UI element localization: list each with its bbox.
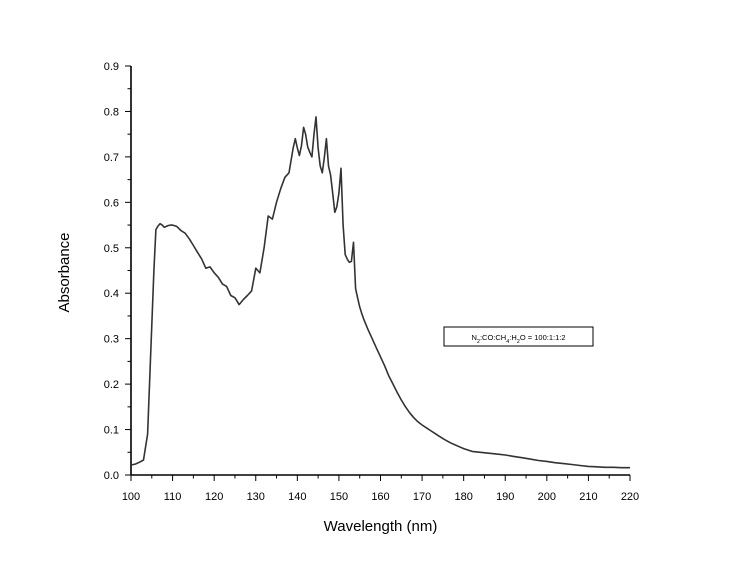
legend-label: N2:CO:CH4:H2O = 100:1:1:2 — [471, 333, 565, 345]
x-tick-label: 170 — [413, 491, 431, 503]
legend-box — [443, 326, 594, 347]
y-tick-label: 0.0 — [104, 470, 119, 482]
x-axis-ticks: 100 110 120 130 140 150 160 170 180 190 200 210 220 — [122, 475, 639, 503]
x-tick-label: 150 — [330, 491, 348, 503]
legend-subscript: 2 — [477, 339, 480, 345]
x-tick-label: 210 — [579, 491, 597, 503]
series-line — [130, 116, 630, 469]
legend-text-part: N — [471, 333, 476, 342]
x-tick-label: 200 — [538, 491, 556, 503]
x-tick-label: 220 — [621, 491, 639, 503]
legend-text-part: :CO:CH — [480, 333, 506, 342]
x-axis-title: Wavelength (nm) — [324, 518, 438, 535]
legend-subscript: 4 — [506, 339, 509, 345]
x-tick-label: 190 — [496, 491, 514, 503]
legend-text-part: :H — [509, 333, 517, 342]
y-axis-ticks: 0.0 0.1 0.2 0.3 0.4 0.5 0.6 0.7 0.8 0.9 — [104, 61, 131, 482]
y-tick-label: 0.2 — [104, 379, 119, 391]
y-tick-label: 0.8 — [104, 106, 119, 118]
y-tick-label: 0.5 — [104, 243, 119, 255]
y-axis-title: Absorbance — [56, 232, 73, 312]
x-tick-label: 130 — [247, 491, 265, 503]
legend-text-part: O = 100:1:1:2 — [520, 333, 566, 342]
x-tick-label: 110 — [164, 491, 182, 503]
x-tick-label: 100 — [122, 491, 140, 503]
x-tick-label: 160 — [371, 491, 389, 503]
y-tick-label: 0.4 — [104, 288, 119, 300]
legend: N2:CO:CH4:H2O = 100:1:1:2 — [443, 326, 594, 347]
axes — [130, 66, 630, 476]
legend-subscript: 2 — [517, 339, 520, 345]
y-tick-label: 0.3 — [104, 334, 119, 346]
y-tick-label: 0.6 — [104, 197, 119, 209]
series-layer — [130, 116, 630, 469]
y-tick-label: 0.7 — [104, 152, 119, 164]
y-tick-label: 0.9 — [104, 61, 119, 73]
x-tick-label: 140 — [288, 491, 306, 503]
y-tick-label: 0.1 — [104, 425, 119, 437]
x-tick-label: 120 — [205, 491, 223, 503]
x-tick-label: 180 — [454, 491, 472, 503]
